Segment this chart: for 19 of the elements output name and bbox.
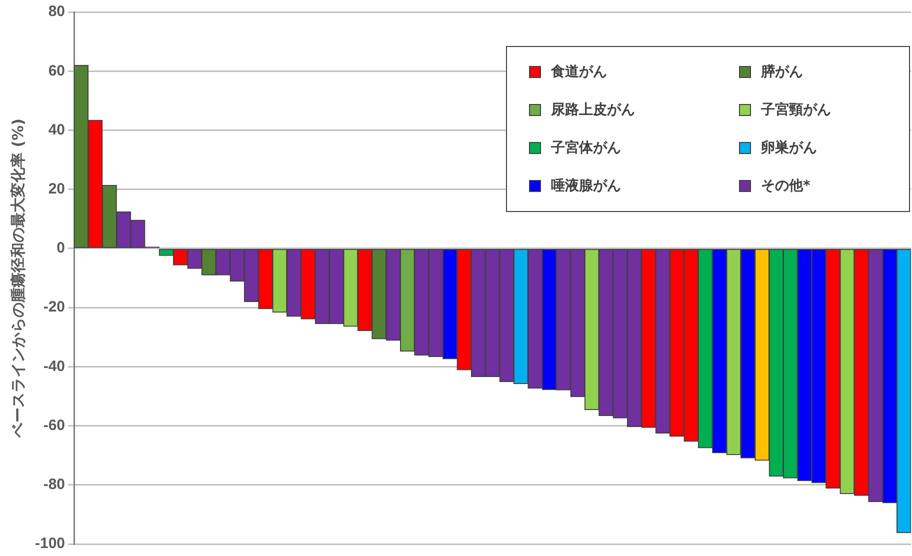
y-tick-label: 40 — [48, 121, 66, 138]
legend-label: 卵巣がん — [761, 139, 817, 157]
y-tick-label: 60 — [48, 62, 66, 80]
legend-label: その他* — [761, 177, 810, 195]
y-tick-label: -100 — [34, 535, 66, 552]
legend-label: 唾液腺がん — [551, 177, 621, 195]
legend-label: 子宮頸がん — [761, 101, 831, 119]
y-tick-label: -40 — [43, 358, 66, 375]
y-tick-label: -60 — [43, 416, 66, 434]
y-axis-title: ベースラインからの腫瘍径和の最大変化率 (%) — [8, 118, 27, 438]
legend-label: 子宮体がん — [551, 139, 621, 157]
y-tick-label: 80 — [48, 3, 66, 20]
y-tick-label: -20 — [43, 298, 66, 316]
y-tick-label: -80 — [43, 476, 66, 494]
y-tick-label: 0 — [56, 240, 66, 257]
legend-label: 尿路上皮がん — [551, 101, 635, 119]
legend-label: 膵がん — [761, 63, 803, 81]
y-tick-label: 20 — [48, 180, 66, 198]
legend-label: 食道がん — [551, 63, 607, 81]
